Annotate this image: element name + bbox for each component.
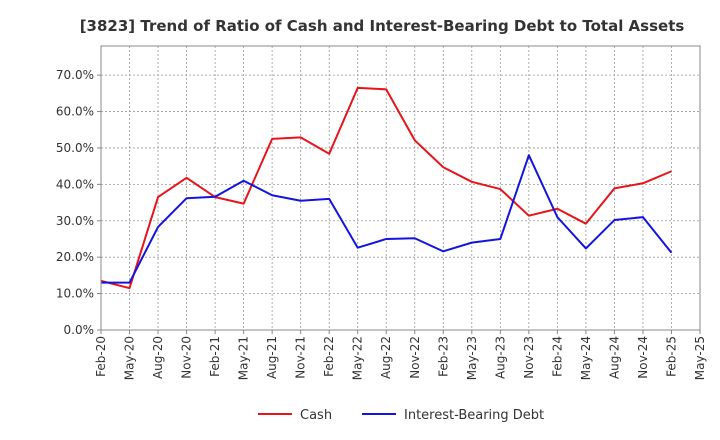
legend-label-interest-bearing-debt: Interest-Bearing Debt [404,408,544,423]
x-tick-label: Feb-21 [208,336,222,377]
legend-label-cash: Cash [300,408,332,423]
x-tick-label: May-24 [579,336,593,380]
x-tick-label: May-25 [693,336,707,380]
x-tick-label: Nov-22 [408,336,422,379]
x-tick-label: Nov-20 [180,336,194,379]
series-line-cash [100,86,672,290]
y-tick-label: 40.0% [56,177,94,191]
series-line-interest-bearing-debt [101,154,673,284]
chart-title: [3823] Trend of Ratio of Cash and Intere… [80,17,685,35]
x-axis-ticks: Feb-20 May-20 Aug-20 Nov-20 Feb-21 May-21 Aug-… [94,330,707,380]
y-tick-label: 60.0% [56,105,94,119]
x-tick-label: Aug-23 [493,336,507,379]
x-tick-label: Feb-25 [664,336,678,377]
x-tick-label: Nov-24 [636,336,650,379]
grid [101,46,700,330]
legend: Cash Interest-Bearing Debt [258,408,544,423]
plot-frame [100,45,701,331]
y-tick-label: 20.0% [56,250,94,264]
x-tick-label: Nov-21 [294,336,308,379]
x-tick-label: Feb-24 [550,336,564,377]
x-tick-label: Feb-22 [322,336,336,377]
x-tick-label: Aug-20 [151,336,165,379]
x-tick-label: May-21 [237,336,251,380]
x-tick-label: Aug-22 [379,336,393,379]
y-tick-label: 30.0% [56,214,94,228]
x-tick-label: May-22 [351,336,365,380]
x-tick-label: Aug-21 [265,336,279,379]
x-tick-label: Feb-23 [436,336,450,377]
y-tick-label: 70.0% [56,68,94,82]
y-tick-label: 0.0% [64,323,95,337]
series-layer [100,86,673,290]
x-tick-label: Nov-23 [522,336,536,379]
x-tick-label: May-23 [465,336,479,380]
y-tick-label: 10.0% [56,287,94,301]
x-tick-label: Feb-20 [94,336,108,377]
x-tick-label: Aug-24 [607,336,621,379]
y-tick-label: 50.0% [56,141,94,155]
x-tick-label: May-20 [123,336,137,380]
y-axis-ticks: 0.0% 10.0% 20.0% 30.0% 40.0% 50.0% 60.0% 70.0% [56,68,101,337]
